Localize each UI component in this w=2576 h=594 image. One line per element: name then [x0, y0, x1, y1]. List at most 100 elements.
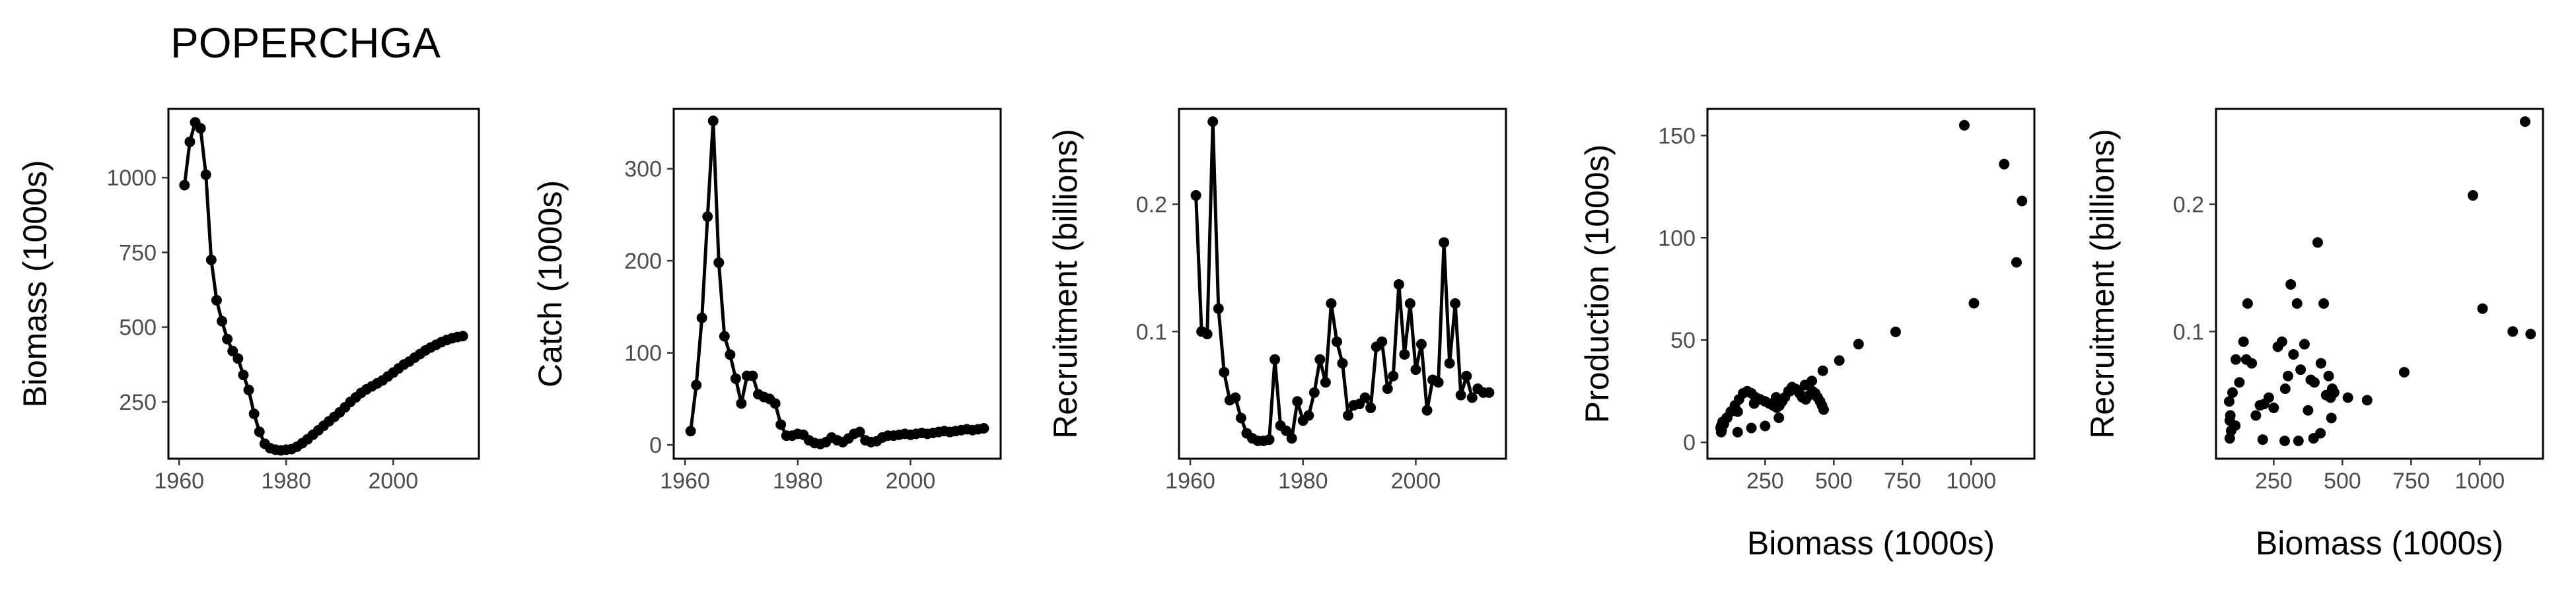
x-tick-label: 1980: [1278, 469, 1328, 494]
data-point: [2318, 298, 2330, 309]
y-axis-title: Catch (1000s): [532, 180, 569, 387]
data-point: [2477, 303, 2488, 314]
data-point: [1968, 298, 1980, 309]
data-point: [1337, 358, 1348, 369]
data-point: [2224, 433, 2235, 444]
y-tick-label: 1000: [106, 166, 157, 191]
plot-frame: [167, 108, 480, 460]
data-point: [1773, 412, 1785, 424]
data-point: [2361, 395, 2373, 406]
data-point: [1365, 402, 1377, 413]
data-point: [2011, 257, 2022, 268]
data-point: [1439, 237, 1450, 248]
data-point: [2323, 370, 2334, 381]
data-point: [195, 123, 206, 134]
panel-1: 1960 1980 2000 250 500 750 1000 Biomass (1000s): [17, 108, 480, 494]
data-point: [2282, 370, 2293, 381]
data-point: [2230, 354, 2241, 365]
series-line: [689, 119, 984, 446]
data-point: [1331, 336, 1342, 347]
data-point: [713, 257, 725, 268]
data-point: [775, 419, 787, 430]
x-tick-label: 750: [1884, 469, 1921, 494]
data-point: [1314, 354, 1326, 365]
plot-frame: [2215, 108, 2544, 460]
data-point: [725, 349, 736, 360]
data-point: [222, 333, 233, 345]
data-point: [1326, 298, 1337, 309]
x-tick-label: 1960: [154, 469, 204, 494]
data-point: [2525, 329, 2536, 340]
data-point: [1303, 410, 1314, 421]
data-point: [1270, 354, 1281, 365]
data-point: [2328, 387, 2340, 398]
x-tick-label: 2000: [1391, 469, 1441, 494]
data-point: [233, 353, 244, 364]
data-point: [254, 426, 265, 438]
data-point: [1219, 366, 1230, 378]
data-point: [1393, 279, 1404, 290]
y-tick-label: 50: [1670, 328, 1696, 353]
data-point: [769, 398, 781, 409]
data-point: [747, 370, 758, 381]
data-point: [685, 426, 696, 437]
panel-2: 1960 1980 2000 0 100 200 300 Catch (1000s): [532, 108, 1002, 494]
x-tick-label: 1960: [1165, 469, 1215, 494]
data-point: [2238, 336, 2249, 347]
data-point: [1455, 389, 1466, 401]
y-tick-label: 0: [1683, 430, 1696, 455]
data-point: [1818, 404, 1829, 415]
data-point: [2268, 402, 2279, 413]
x-axis-title: Biomass (1000s): [1747, 525, 1995, 562]
data-point: [1292, 396, 1303, 407]
y-tick-label: 250: [119, 390, 157, 415]
data-point: [2250, 410, 2262, 421]
data-point: [1207, 116, 1219, 127]
x-tick-label: 1980: [773, 469, 823, 494]
y-tick-label: 500: [119, 315, 157, 341]
data-point: [1817, 365, 1828, 376]
data-point: [457, 331, 468, 342]
data-point: [2308, 377, 2320, 388]
data-point: [978, 422, 989, 434]
data-point: [2507, 326, 2519, 337]
y-tick-label: 0.1: [2173, 319, 2204, 345]
data-point: [1264, 434, 1275, 446]
data-point: [179, 180, 190, 191]
data-point: [2276, 336, 2287, 347]
data-point: [1399, 348, 1410, 360]
y-tick-label: 200: [624, 249, 662, 274]
data-point: [2234, 377, 2245, 388]
data-point: [1343, 410, 1354, 421]
figure-title: POPERCHGA: [170, 19, 441, 67]
data-point: [2299, 339, 2310, 350]
data-point: [719, 331, 730, 342]
x-tick-label: 1000: [1947, 469, 1997, 494]
plot-frame: [1706, 108, 2036, 460]
plot-frame: [672, 108, 1002, 460]
data-point: [1958, 119, 1970, 131]
x-axis-title: Biomass (1000s): [2256, 525, 2503, 562]
data-point: [2285, 279, 2297, 290]
data-point: [2398, 366, 2410, 378]
x-tick-label: 500: [1815, 469, 1853, 494]
data-point: [2017, 195, 2028, 207]
data-point: [217, 315, 228, 327]
data-point: [1834, 355, 1845, 366]
data-point: [238, 370, 249, 381]
data-point: [1308, 387, 1320, 398]
data-point: [736, 398, 747, 409]
data-point: [1213, 303, 1224, 314]
data-point: [707, 116, 719, 127]
data-point: [2223, 396, 2235, 407]
x-tick-label: 750: [2392, 469, 2430, 494]
data-point: [1466, 392, 1478, 403]
y-tick-label: 0.2: [2173, 193, 2204, 218]
data-point: [1359, 392, 1371, 403]
data-point: [1410, 364, 1421, 376]
data-point: [702, 211, 713, 222]
data-point: [2308, 433, 2319, 444]
data-point: [1382, 383, 1393, 394]
data-point: [2315, 358, 2326, 369]
data-point: [2242, 298, 2253, 309]
